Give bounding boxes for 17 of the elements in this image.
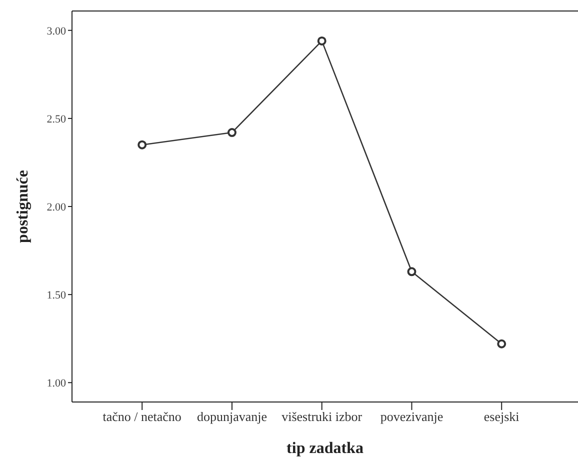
y-tick-label: 2.50 bbox=[46, 113, 66, 126]
point bbox=[138, 140, 147, 150]
y-tick-label: 1.50 bbox=[46, 289, 66, 302]
point bbox=[497, 339, 506, 348]
x-axis-title: tip zadatka bbox=[286, 440, 364, 457]
x-tick-label: tačno / netačno bbox=[102, 409, 182, 424]
point bbox=[227, 128, 236, 138]
x-tick-label: višestruki izbor bbox=[282, 409, 363, 424]
y-tick-label: 3.00 bbox=[46, 25, 66, 38]
point bbox=[407, 267, 416, 276]
x-tick-label: povezivanje bbox=[380, 409, 444, 424]
x-tick-label: esejski bbox=[484, 409, 520, 424]
y-tick-label: 1.00 bbox=[46, 378, 66, 390]
point bbox=[317, 36, 326, 46]
y-tick-label: 2.00 bbox=[46, 201, 66, 214]
y-axis-title: postignuće bbox=[14, 170, 32, 243]
x-tick-label: dopunjavanje bbox=[196, 409, 268, 424]
